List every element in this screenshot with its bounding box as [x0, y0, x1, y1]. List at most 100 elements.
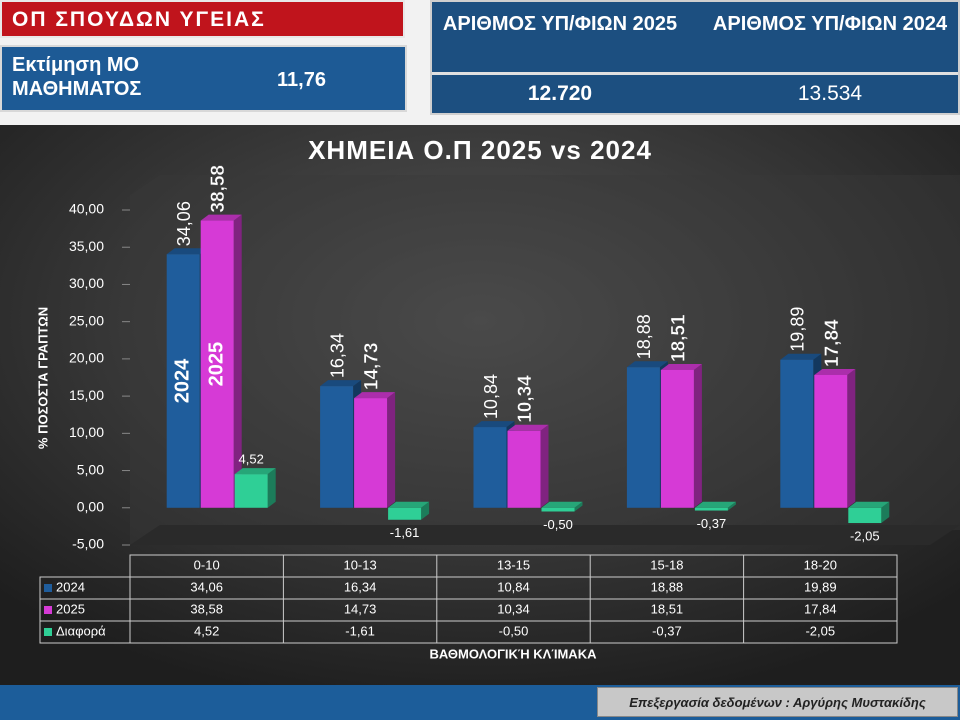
bar-side	[267, 468, 276, 508]
x-tick-label: 10-13	[343, 557, 376, 572]
bar-top	[626, 361, 668, 368]
bar	[626, 367, 660, 508]
bar-side	[387, 392, 396, 508]
x-tick-label: 0-10	[194, 557, 220, 572]
floor	[130, 525, 960, 545]
x-tick-label: 13-15	[497, 557, 530, 572]
table-cell: 19,89	[804, 579, 837, 594]
bar	[320, 386, 354, 508]
legend-label: Διαφορά	[56, 623, 106, 638]
y-tick-label: 10,00	[69, 424, 104, 440]
data-label: 4,52	[239, 452, 264, 467]
bar-top	[473, 421, 515, 428]
table-cell: 18,51	[651, 601, 684, 616]
data-label: 16,34	[327, 333, 347, 378]
table-cell: 10,84	[497, 579, 530, 594]
table-cell: 17,84	[804, 601, 837, 616]
data-label: 10,34	[515, 375, 536, 423]
data-label: -2,05	[850, 528, 880, 543]
chart: ΧΗΜΕΙΑ Ο.Π 2025 vs 2024 % ΠΟΣΟΣΤΑ ΓΡΑΠΤΩ…	[0, 125, 960, 685]
table-cell: 14,73	[344, 601, 377, 616]
bar-top	[234, 468, 276, 475]
bar-series-label: 2025	[205, 342, 227, 387]
chart-title: ΧΗΜΕΙΑ Ο.Π 2025 vs 2024	[308, 135, 652, 165]
table-cell: -0,37	[652, 623, 682, 638]
bar-side	[233, 214, 242, 508]
x-tick-label: 15-18	[650, 557, 683, 572]
bar-top	[660, 363, 702, 370]
table-cell: 10,34	[497, 601, 530, 616]
bar-top	[354, 392, 396, 399]
y-tick-label: 0,00	[77, 498, 104, 514]
table-cell: 4,52	[194, 623, 219, 638]
bar	[234, 474, 268, 508]
table-cell: -1,61	[345, 623, 375, 638]
data-label: 17,84	[822, 319, 843, 367]
bar	[507, 430, 541, 508]
bar-top	[814, 368, 856, 375]
estimate-label: Εκτίμηση ΜΟ ΜΑΘΗΜΑΤΟΣ	[12, 54, 142, 100]
data-label: 18,51	[668, 314, 689, 362]
data-label: 19,89	[788, 307, 808, 352]
data-label: -0,37	[697, 516, 727, 531]
candidates-panel: ΑΡΙΘΜΟΣ ΥΠ/ΦΙΩΝ 2025 ΑΡΙΘΜΟΣ ΥΠ/ΦΙΩΝ 202…	[430, 0, 960, 115]
estimate-box: Εκτίμηση ΜΟ ΜΑΘΗΜΑΤΟΣ 11,76	[0, 45, 407, 112]
bar	[473, 427, 507, 508]
candidates-2024-label: ΑΡΙΘΜΟΣ ΥΠ/ΦΙΩΝ 2024	[712, 13, 948, 35]
bar-side	[881, 501, 890, 524]
legend-label: 2025	[56, 601, 85, 616]
y-tick-label: 20,00	[69, 350, 104, 366]
footer-box: Επεξεργασία δεδομένων : Αργύρης Μυστακίδ…	[597, 687, 958, 717]
data-label: -0,50	[543, 517, 573, 532]
bar-top	[848, 501, 890, 508]
legend-key	[44, 628, 52, 636]
table-cell: 38,58	[190, 601, 223, 616]
data-label: 38,58	[208, 165, 229, 213]
title-box: ΟΠ ΣΠΟΥΔΩΝ ΥΓΕΙΑΣ	[0, 0, 405, 38]
bar-side	[540, 424, 549, 508]
bar	[166, 254, 200, 508]
bar	[848, 507, 882, 524]
y-tick-label: 25,00	[69, 312, 104, 328]
x-tick-label: 18-20	[804, 557, 837, 572]
table-cell: 34,06	[190, 579, 223, 594]
bar	[814, 374, 848, 508]
y-tick-label: 35,00	[69, 238, 104, 254]
candidates-2025-label: ΑΡΙΘΜΟΣ ΥΠ/ΦΙΩΝ 2025	[442, 13, 678, 35]
bar-top	[780, 353, 822, 360]
table-cell: -2,05	[805, 623, 835, 638]
bar	[780, 359, 814, 508]
y-tick-label: 40,00	[69, 201, 104, 217]
table-cell: 16,34	[344, 579, 377, 594]
estimate-value: 11,76	[277, 69, 326, 91]
bar	[388, 507, 422, 520]
data-label: -1,61	[390, 525, 420, 540]
bar-top	[388, 501, 430, 508]
y-tick-label: -5,00	[72, 536, 104, 552]
x-axis-label: ΒΑΘΜΟΛΟΓΙΚΉ ΚΛΊΜΑΚΑ	[430, 646, 598, 661]
y-tick-label: 15,00	[69, 387, 104, 403]
bar	[200, 220, 234, 508]
divider	[432, 72, 958, 75]
y-tick-label: 30,00	[69, 275, 104, 291]
bar	[694, 507, 728, 511]
data-label: 18,88	[634, 314, 654, 359]
bar-series-label: 2024	[171, 358, 193, 403]
candidates-2024: 13.534	[797, 82, 863, 105]
data-label: 34,06	[174, 201, 194, 246]
bar-side	[727, 501, 736, 511]
bar-side	[847, 368, 856, 508]
bar-top	[200, 214, 242, 221]
data-label: 14,73	[362, 343, 383, 391]
bar-side	[574, 501, 583, 512]
bar	[354, 398, 388, 508]
legend-key	[44, 584, 52, 592]
bar	[541, 507, 575, 512]
table-cell: 18,88	[651, 579, 684, 594]
candidates-2025: 12.720	[527, 82, 593, 105]
bar-top	[507, 424, 549, 431]
legend-key	[44, 606, 52, 614]
table-cell: -0,50	[499, 623, 529, 638]
bar-top	[166, 248, 208, 255]
